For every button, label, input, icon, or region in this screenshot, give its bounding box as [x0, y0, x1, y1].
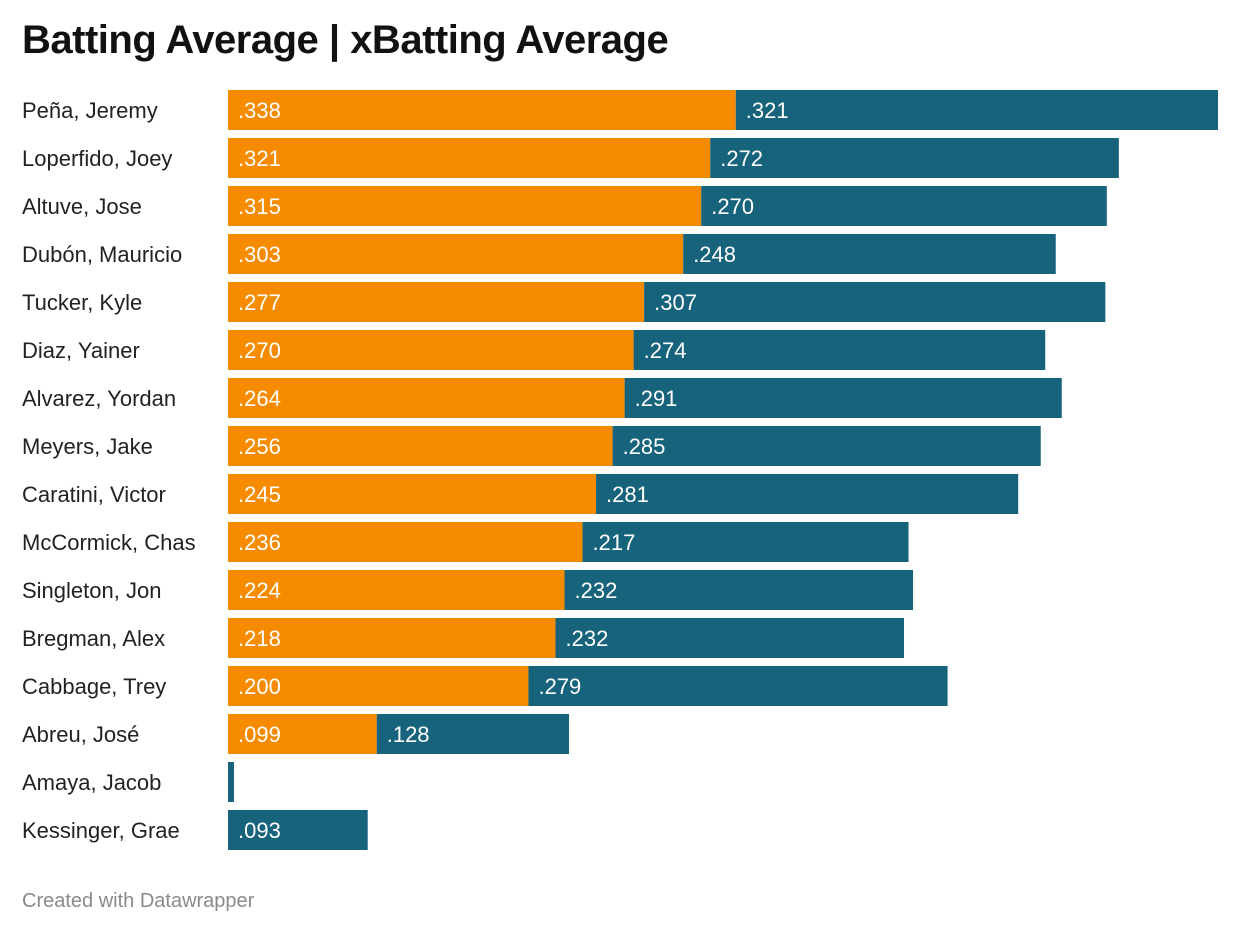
value-label-ba: .218 — [238, 626, 281, 651]
bar-xba — [612, 426, 1041, 466]
bar-xba — [528, 666, 948, 706]
bar-xba — [228, 810, 368, 850]
bar-ba — [228, 234, 684, 274]
bar-ba — [228, 570, 565, 610]
bar-ba — [228, 186, 702, 226]
bar-ba — [228, 426, 613, 466]
value-label-ba: .264 — [238, 386, 281, 411]
value-label-xba: .307 — [654, 290, 697, 315]
chart-title: Batting Average | xBatting Average — [22, 18, 669, 62]
bar-xba — [596, 474, 1019, 514]
value-label-xba: .285 — [623, 434, 666, 459]
row-label: Tucker, Kyle — [22, 290, 142, 315]
value-label-xba: .281 — [606, 482, 649, 507]
bar-ba — [228, 522, 583, 562]
value-label-xba: .321 — [746, 98, 789, 123]
bar-ba — [228, 282, 645, 322]
value-label-ba: .303 — [238, 242, 281, 267]
value-label-xba: .093 — [238, 818, 281, 843]
bar-xba — [582, 522, 909, 562]
row-label: Meyers, Jake — [22, 434, 153, 459]
bar-ba — [228, 714, 377, 754]
row-label: Altuve, Jose — [22, 194, 142, 219]
bar-chart: Peña, Jeremy .338 .321 Loperfido, Joey .321.… — [22, 90, 1218, 850]
footer-credit: Created with Datawrapper — [22, 890, 255, 912]
row-label: Singleton, Jon — [22, 578, 161, 603]
bar-ba — [228, 618, 556, 658]
value-label-ba: .245 — [238, 482, 281, 507]
value-label-ba: .277 — [238, 290, 281, 315]
row-label: Peña, Jeremy — [22, 98, 158, 123]
value-label-ba: .099 — [238, 722, 281, 747]
bar-xba — [735, 90, 1218, 130]
value-label-ba: .315 — [238, 194, 281, 219]
row-label: Bregman, Alex — [22, 626, 165, 651]
bar-xba — [376, 714, 570, 754]
value-label-ba: .321 — [238, 146, 281, 171]
value-label-xba: .232 — [575, 578, 618, 603]
bar-xba — [555, 618, 905, 658]
value-label-xba: .217 — [593, 530, 636, 555]
value-label-xba: .279 — [538, 674, 581, 699]
bar-ba — [228, 330, 634, 370]
row-label: McCormick, Chas — [22, 530, 196, 555]
row-label: Kessinger, Grae — [22, 818, 180, 843]
bar-ba — [228, 666, 529, 706]
row-label: Alvarez, Yordan — [22, 386, 176, 411]
bar-xba — [564, 570, 914, 610]
row-label: Dubón, Mauricio — [22, 242, 182, 267]
bar-ba — [228, 138, 711, 178]
bar-xba — [710, 138, 1119, 178]
value-label-xba: .128 — [387, 722, 430, 747]
value-label-xba: .232 — [565, 626, 608, 651]
bar-xba — [644, 282, 1106, 322]
row-label: Diaz, Yainer — [22, 338, 140, 363]
bar-xba — [701, 186, 1107, 226]
value-label-ba: .224 — [238, 578, 281, 603]
value-label-ba: .256 — [238, 434, 281, 459]
bar-ba — [228, 378, 625, 418]
value-label-xba: .272 — [720, 146, 763, 171]
value-label-xba: .291 — [635, 386, 678, 411]
bar-xba — [633, 330, 1046, 370]
row-label: Amaya, Jacob — [22, 770, 161, 795]
row-label: Caratini, Victor — [22, 482, 166, 507]
value-label-xba: .274 — [644, 338, 687, 363]
value-label-ba: .270 — [238, 338, 281, 363]
row-label: Loperfido, Joey — [22, 146, 172, 171]
bar-xba — [624, 378, 1062, 418]
bar-ba — [228, 90, 736, 130]
row-label: Cabbage, Trey — [22, 674, 166, 699]
bar-xba — [683, 234, 1056, 274]
value-label-ba: .200 — [238, 674, 281, 699]
value-label-xba: .270 — [711, 194, 754, 219]
bar-ba — [228, 474, 597, 514]
value-label-ba: .338 — [238, 98, 281, 123]
row-label: Abreu, José — [22, 722, 139, 747]
bar-xba — [228, 762, 235, 802]
value-label-xba: .248 — [693, 242, 736, 267]
value-label-ba: .236 — [238, 530, 281, 555]
